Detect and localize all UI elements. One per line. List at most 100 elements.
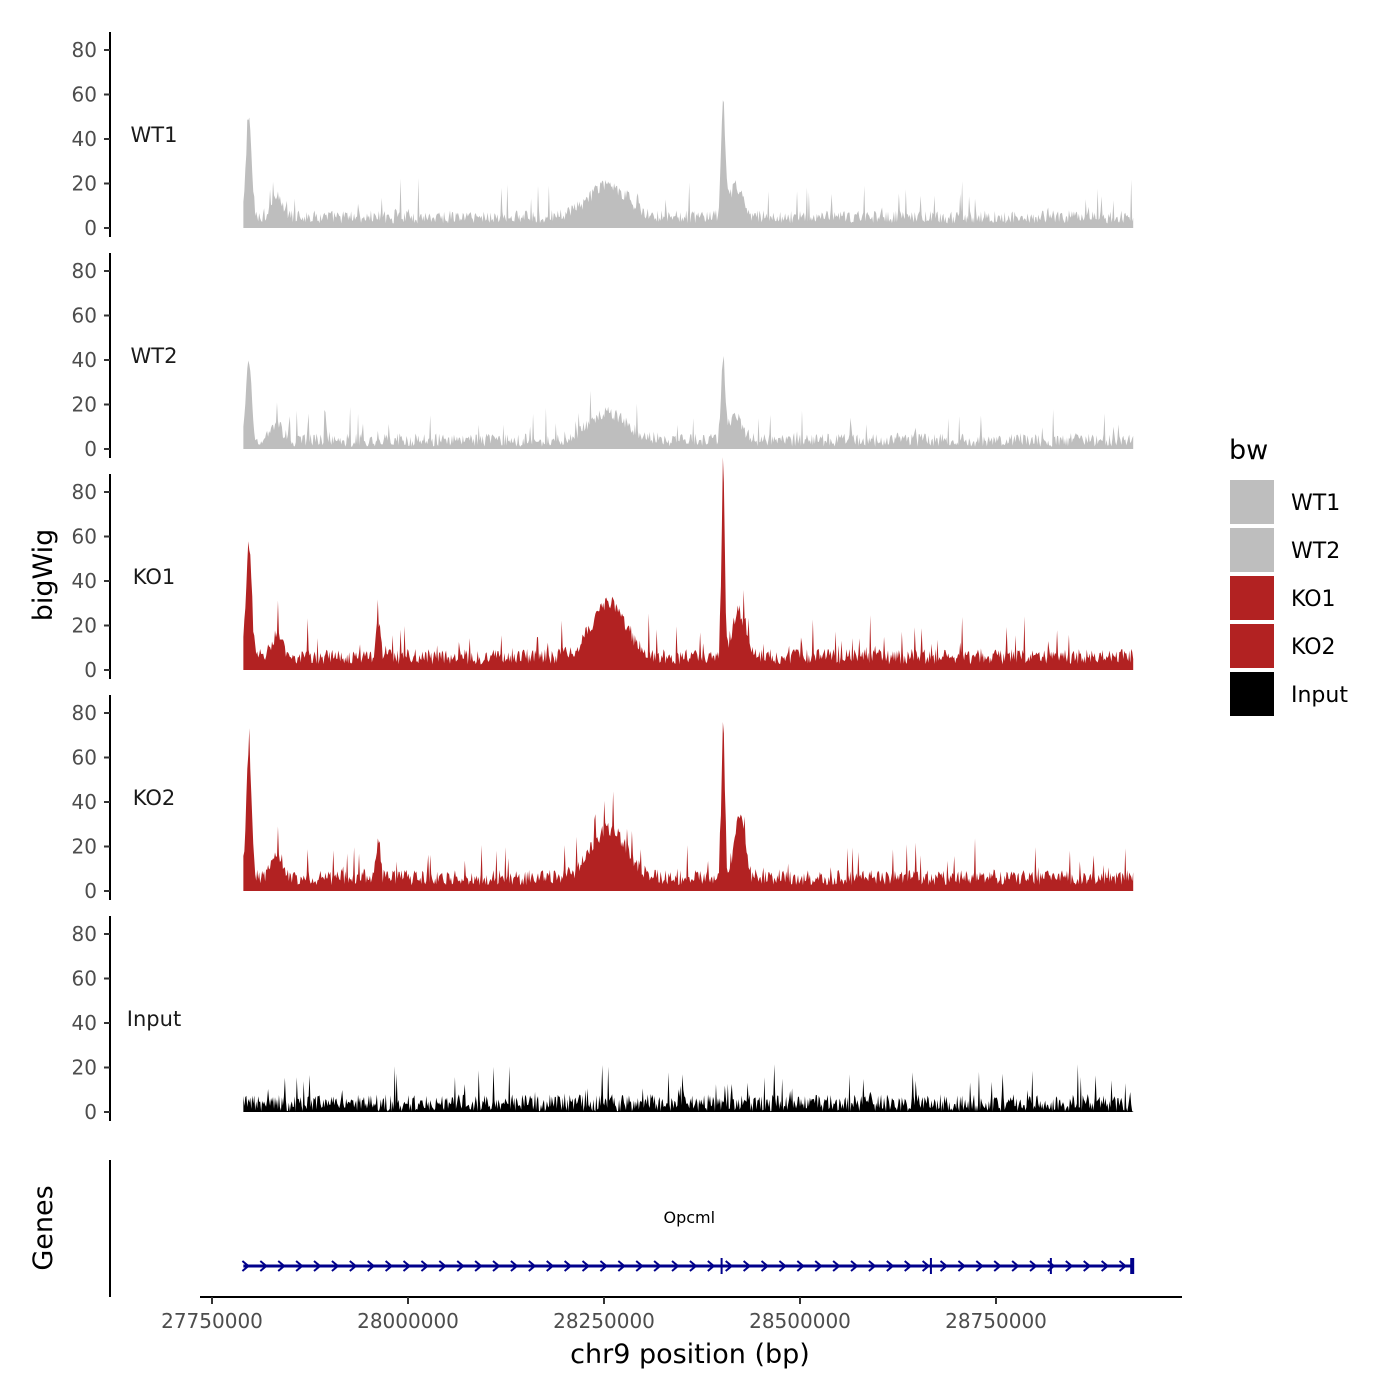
y-tick-label: 20 — [72, 835, 97, 859]
track-label-wt2: WT2 — [131, 344, 178, 368]
strand-arrow — [384, 1260, 394, 1272]
strand-arrow — [707, 1260, 716, 1272]
y-tick-label: 40 — [72, 1011, 97, 1035]
strand-arrow — [474, 1260, 483, 1272]
legend-key-input — [1230, 672, 1274, 716]
legend: bw WT1 WT2 KO1 KO2 Input — [1229, 435, 1348, 716]
track-panel-ko2: 0 20 40 60 80 KO2 — [72, 695, 1134, 903]
y-axis-title: bigWig — [28, 529, 59, 622]
strand-arrow — [904, 1260, 913, 1272]
strand-arrow — [420, 1260, 429, 1272]
y-tick-label: 60 — [72, 83, 97, 107]
strand-arrow — [241, 1260, 250, 1272]
gene-opcml: Opcml — [241, 1208, 1135, 1274]
strand-arrow — [796, 1260, 805, 1272]
x-tick-label: 28750000 — [945, 1309, 1047, 1333]
track-panel-wt2: 0 20 40 60 80 WT2 — [72, 253, 1134, 461]
strand-arrow — [617, 1260, 626, 1272]
strand-arrow — [1011, 1260, 1020, 1272]
y-tick-label: 20 — [72, 172, 97, 196]
track-label-wt1: WT1 — [131, 123, 178, 147]
strand-arrow — [563, 1260, 573, 1272]
strand-arrow — [492, 1260, 501, 1272]
strand-arrow — [957, 1260, 966, 1272]
y-tick-label: 0 — [84, 437, 97, 461]
strand-arrow — [635, 1260, 644, 1272]
strand-arrow — [456, 1260, 465, 1272]
legend-key-ko2 — [1230, 624, 1274, 668]
genes-panel: Opcml — [109, 1160, 1135, 1297]
legend-label-wt1: WT1 — [1291, 491, 1340, 516]
strand-arrow — [259, 1260, 268, 1272]
legend-key-ko1 — [1230, 576, 1274, 620]
x-tick-label: 28250000 — [553, 1309, 655, 1333]
strand-arrow — [581, 1260, 591, 1272]
y-tick-label: 0 — [84, 879, 97, 903]
strand-arrow — [939, 1260, 949, 1272]
signal-area-ko2 — [243, 722, 1134, 891]
strand-arrow — [850, 1260, 859, 1272]
legend-key-wt2 — [1230, 528, 1274, 572]
legend-label-input: Input — [1291, 683, 1348, 708]
x-axis-title: chr9 position (bp) — [570, 1339, 810, 1370]
signal-area-ko1 — [243, 457, 1134, 670]
strand-arrow — [438, 1260, 447, 1272]
track-label-ko1: KO1 — [133, 565, 176, 589]
y-tick-label: 80 — [72, 259, 97, 283]
strand-arrow — [510, 1260, 519, 1272]
y-tick-label: 20 — [72, 1056, 97, 1080]
legend-label-ko1: KO1 — [1291, 587, 1336, 612]
strand-arrow — [313, 1260, 322, 1272]
strand-arrow — [349, 1260, 358, 1272]
strand-arrow — [725, 1260, 734, 1272]
x-axis: 27750000 28000000 28250000 28500000 28750000 — [161, 1296, 1182, 1333]
strand-arrow — [528, 1260, 537, 1272]
y-tick-label: 20 — [72, 614, 97, 638]
strand-arrow — [331, 1260, 340, 1272]
y-tick-label: 80 — [72, 38, 97, 62]
strand-arrow — [546, 1260, 555, 1272]
strand-arrow — [295, 1260, 304, 1272]
strand-arrow — [868, 1260, 877, 1272]
strand-arrow — [367, 1260, 376, 1272]
track-panels: 0 20 40 60 80 WT1 0 20 40 60 80 WT2 0 20 40 60 80 KO1 0 20 4… — [72, 32, 1134, 1124]
gene-end-mark — [1130, 1258, 1135, 1274]
legend-label-ko2: KO2 — [1291, 635, 1336, 660]
y-tick-label: 0 — [84, 1100, 97, 1124]
strand-arrow — [1083, 1260, 1092, 1272]
strand-arrow — [1065, 1260, 1074, 1272]
signal-area-wt1 — [243, 100, 1134, 228]
x-tick-label: 28500000 — [749, 1309, 851, 1333]
y-tick-label: 80 — [72, 480, 97, 504]
genes-axis-title: Genes — [28, 1185, 59, 1270]
track-panel-input: 0 20 40 60 80 Input — [72, 916, 1134, 1124]
y-tick-label: 60 — [72, 746, 97, 770]
x-tick-label: 28000000 — [357, 1309, 459, 1333]
strand-arrow — [277, 1260, 286, 1272]
signal-area-wt2 — [243, 355, 1134, 449]
y-tick-label: 40 — [72, 569, 97, 593]
gene-name-label: Opcml — [663, 1208, 715, 1227]
strand-arrow — [760, 1260, 770, 1272]
track-label-ko2: KO2 — [133, 786, 176, 810]
x-tick-label: 27750000 — [161, 1309, 263, 1333]
strand-arrow — [599, 1260, 608, 1272]
y-tick-label: 60 — [72, 967, 97, 991]
strand-arrow — [778, 1260, 787, 1272]
y-tick-label: 40 — [72, 127, 97, 151]
track-panel-wt1: 0 20 40 60 80 WT1 — [72, 32, 1134, 240]
strand-arrow — [689, 1260, 698, 1272]
strand-arrow — [671, 1260, 680, 1272]
track-panel-ko1: 0 20 40 60 80 KO1 — [72, 457, 1134, 682]
y-tick-label: 0 — [84, 658, 97, 682]
y-tick-label: 80 — [72, 922, 97, 946]
strand-arrow — [742, 1260, 752, 1272]
signal-area-input — [243, 1064, 1134, 1112]
strand-arrow — [993, 1260, 1002, 1272]
y-tick-label: 20 — [72, 393, 97, 417]
track-label-input: Input — [127, 1007, 181, 1031]
strand-arrow — [886, 1260, 895, 1272]
legend-key-wt1 — [1230, 480, 1274, 524]
y-tick-label: 40 — [72, 348, 97, 372]
